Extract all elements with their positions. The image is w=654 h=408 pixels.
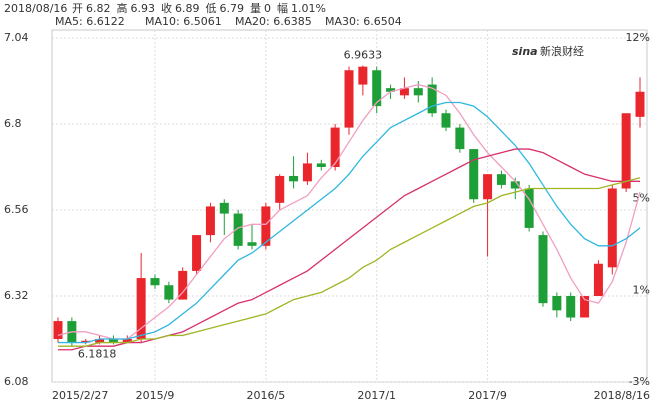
candle-body [413,88,423,96]
legend-entry: MA20: 6.6385 [235,15,312,28]
candle-body [192,235,202,271]
header-label: 量 [250,2,261,15]
header-value: 6.93 [131,2,156,15]
candle-body [496,174,506,185]
header-value: 6.82 [86,2,111,15]
candle-body [469,149,479,200]
candle-body [607,188,617,268]
legend-entry: MA5: 6.6122 [55,15,125,28]
candle-body [289,175,299,182]
candle-body [261,206,271,246]
candle-body [302,163,312,182]
y-tick-label: 6.56 [4,203,29,216]
header-value: 6.89 [175,2,200,15]
candle-body [552,296,562,311]
x-tick-label: 2015/9 [136,389,175,402]
y2-tick-label: 12% [626,31,650,44]
candle-body [635,91,645,117]
header-label: 高 [117,1,128,15]
candle-body [621,113,631,189]
header-value: 6.79 [220,2,245,15]
candle-body [358,66,368,85]
legend-entry: MA10: 6.5061 [145,15,222,28]
x-tick-label: 2017/1 [357,389,396,402]
candle-body [344,70,354,128]
candle-body [247,242,257,246]
candle-body [122,339,132,343]
candle-body [510,181,520,189]
candle-body [108,339,118,343]
candle-body [81,340,91,343]
candle-body [275,175,285,203]
x-tick-label: 2018/8/16 [594,389,650,402]
header-label: 幅 [277,2,288,15]
watermark: 新浪财经 [540,44,584,58]
header-label: 收 [161,1,172,15]
candle-body [427,84,437,114]
candle-body [580,296,590,318]
y2-tick-label: 5% [633,192,650,205]
candle-body [164,285,174,300]
candle-body [593,263,603,296]
min-annotation: 6.1818 [78,348,117,361]
candle-body [566,296,576,318]
y2-tick-label: -3% [629,375,650,388]
x-tick-label: 2015/2/27 [52,389,108,402]
ma-line [58,101,641,344]
candle-body [441,113,451,128]
legend-entry: MA30: 6.6504 [325,15,402,28]
header-value: 0 [264,2,271,15]
candle-body [219,202,229,214]
candle-body [386,88,396,92]
ma-line [57,83,641,340]
y-tick-label: 6.8 [4,117,22,130]
y-tick-label: 7.04 [4,31,29,44]
y2-tick-label: 1% [633,283,650,296]
candle-body [233,213,243,246]
candle-body [538,235,548,304]
candle-body [316,163,326,167]
y-tick-label: 6.32 [4,289,29,302]
header-date: 2018/08/16 [4,2,67,15]
header-label: 开 [72,2,83,15]
max-annotation: 6.9633 [344,48,383,61]
watermark-logo: sina [512,45,538,58]
candle-body [150,278,160,286]
header-value: 1.01% [291,2,326,15]
x-tick-label: 2016/5 [247,389,286,402]
candle-body [372,70,382,107]
candle-body [455,127,465,150]
candle-body [136,278,146,339]
candle-body [95,339,105,343]
candle-body [483,174,493,200]
candle-body [399,88,409,96]
candle-body [524,188,534,228]
ma-line [58,177,641,347]
x-tick-label: 2017/9 [468,389,507,402]
candle-body [330,127,340,167]
candle-body [205,206,215,236]
y-tick-label: 6.08 [4,375,29,388]
candle-body [178,270,188,300]
candle-body [53,321,63,339]
header-label: 低 [206,2,217,15]
